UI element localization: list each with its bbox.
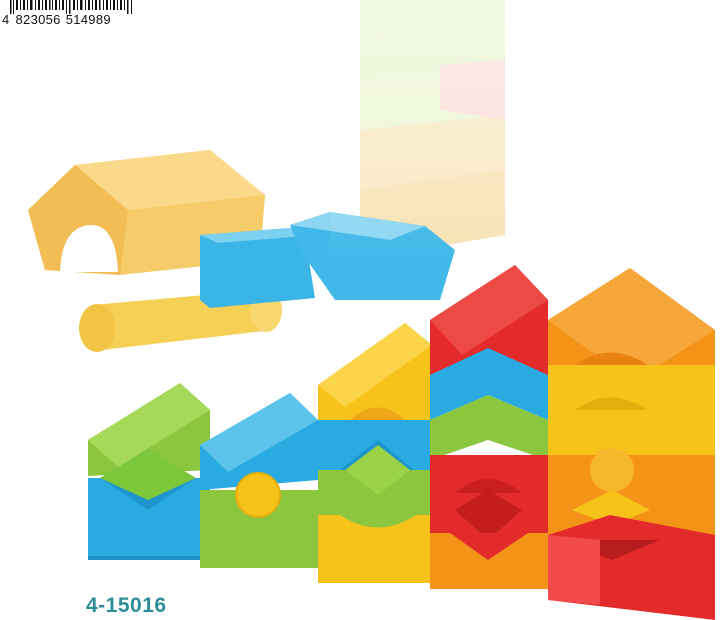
barcode-group-2: 514989 [65, 12, 111, 27]
yellow-arch-block [28, 150, 265, 275]
barcode-bars [10, 0, 132, 14]
barcode: 4 823056 514989 [0, 0, 140, 40]
barcode-group-1: 823056 [15, 12, 61, 27]
tower-1-green-blue [88, 383, 210, 560]
tower-4-red [430, 265, 548, 589]
barcode-first-digit: 4 [2, 12, 10, 27]
article-number: 4-15016 [86, 594, 167, 617]
tower-3-yellow-blue-green [318, 323, 432, 583]
barcode-number: 4 823056 514989 [2, 12, 111, 27]
tower-5-orange [548, 268, 715, 620]
tower-2-blue-green [200, 393, 318, 568]
